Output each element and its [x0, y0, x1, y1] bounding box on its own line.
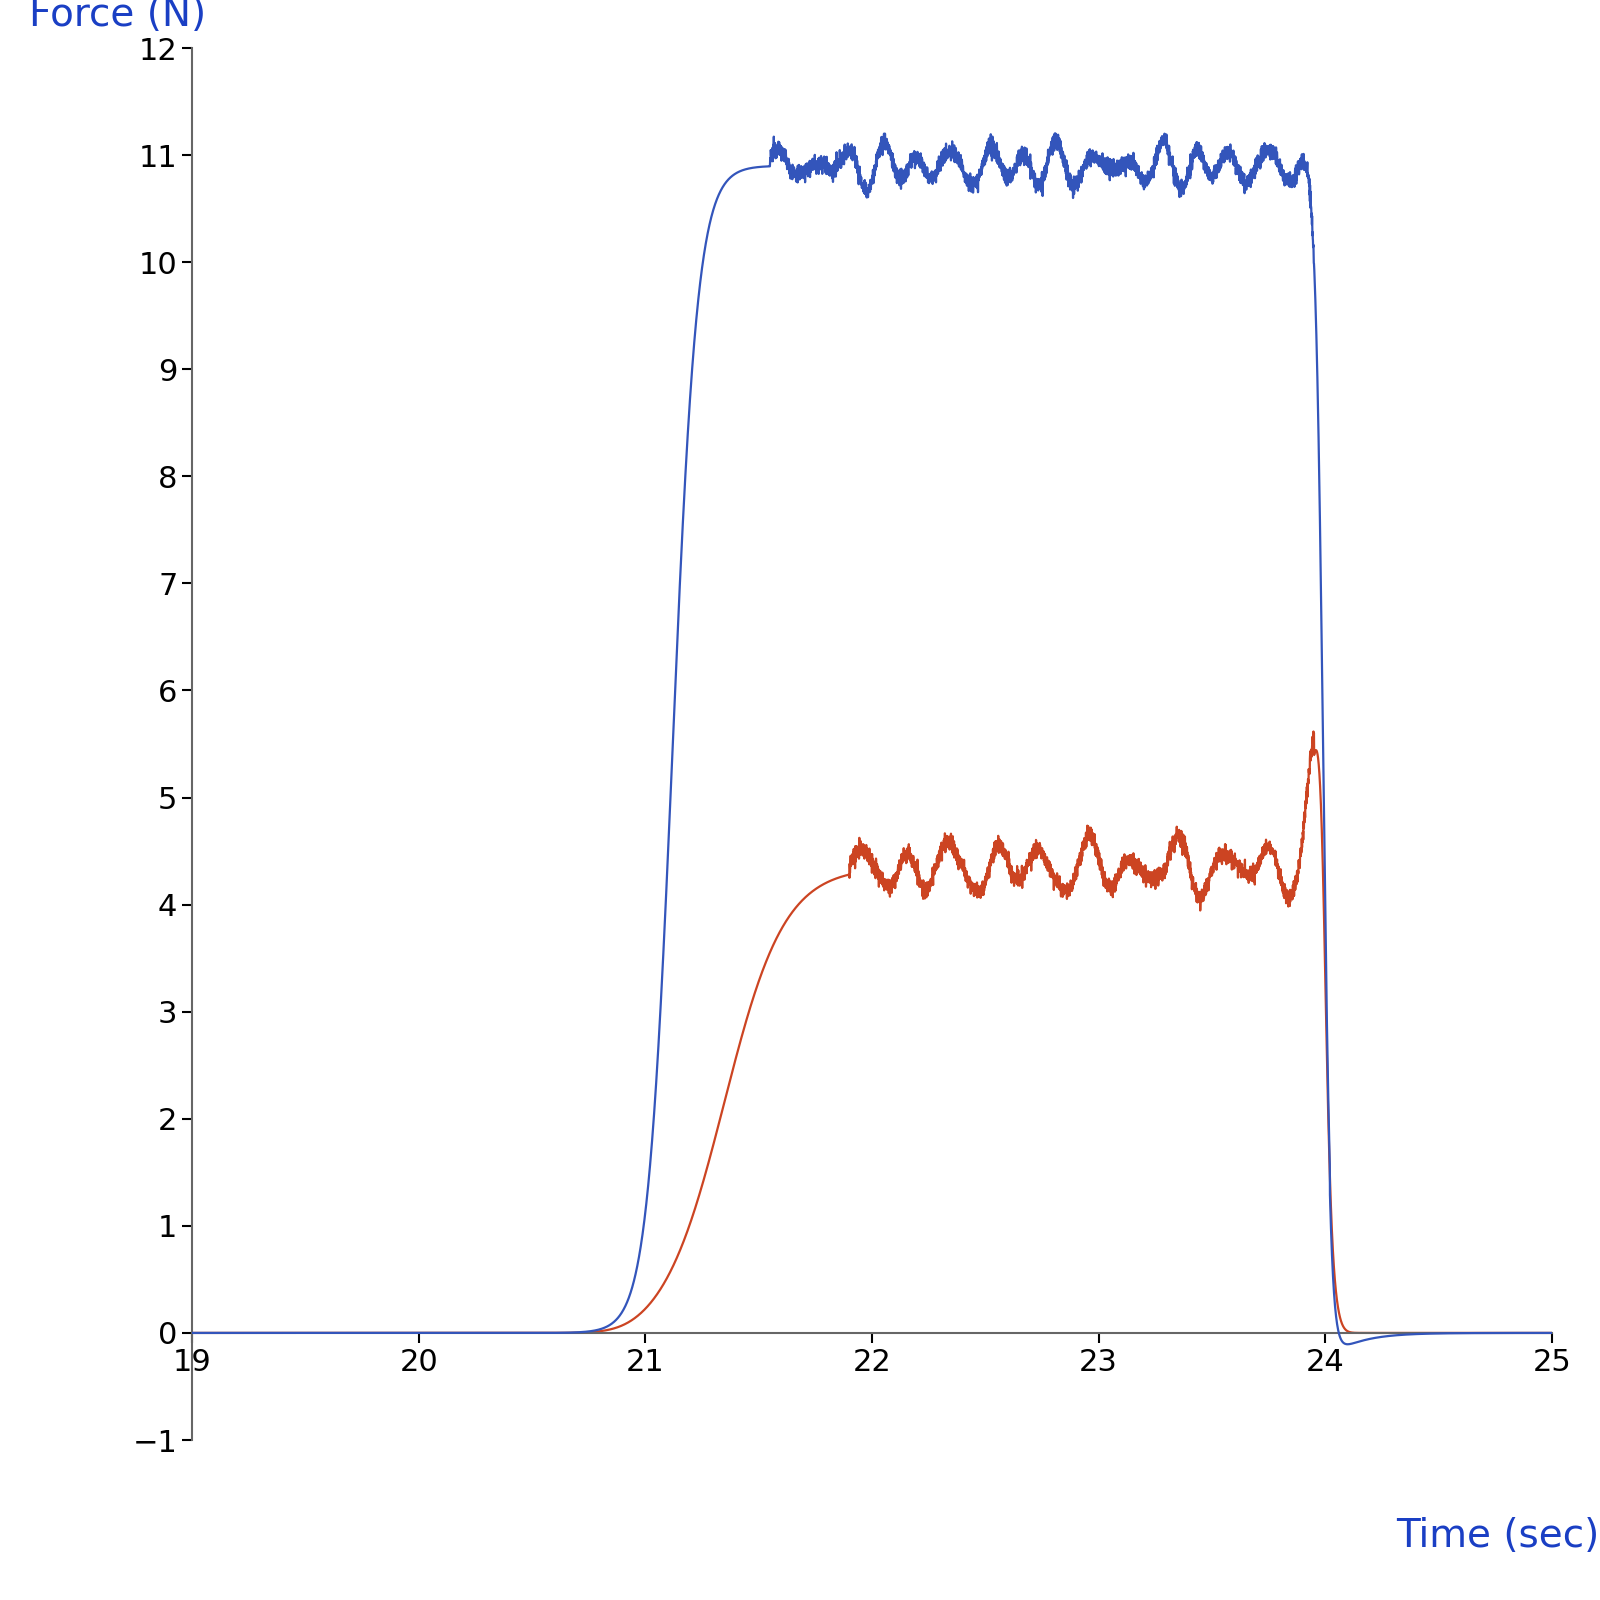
X-axis label: Time (sec): Time (sec) — [1395, 1517, 1600, 1555]
Y-axis label: Force (N): Force (N) — [29, 0, 206, 34]
